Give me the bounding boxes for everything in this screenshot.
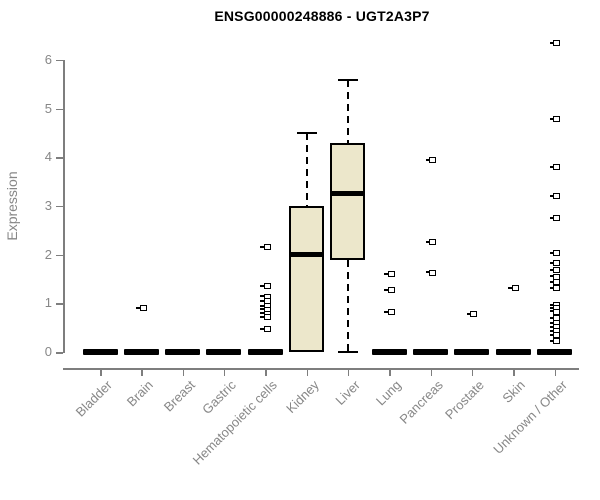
box-flat-7 bbox=[371, 349, 407, 355]
outlier-point bbox=[384, 287, 395, 294]
x-axis-line bbox=[63, 368, 579, 370]
y-tick-label: 1 bbox=[44, 295, 52, 311]
x-tick bbox=[554, 368, 557, 376]
y-tick bbox=[56, 303, 63, 305]
x-tick bbox=[265, 368, 267, 376]
outlier-point bbox=[136, 305, 147, 312]
chart-title: ENSG00000248886 - UGT2A3P7 bbox=[214, 8, 430, 24]
y-tick-label: 2 bbox=[44, 246, 52, 262]
y-tick bbox=[56, 157, 63, 159]
y-tick-label: 0 bbox=[44, 344, 52, 359]
outlier-point bbox=[549, 279, 561, 286]
box-flat-4 bbox=[247, 349, 283, 355]
outlier-point bbox=[260, 244, 271, 251]
box-flat-3 bbox=[206, 349, 242, 355]
y-tick-label: 6 bbox=[44, 51, 52, 67]
outlier-point bbox=[260, 314, 271, 321]
whisker-cap-lower bbox=[337, 351, 358, 353]
outlier-point bbox=[549, 164, 561, 171]
x-tick bbox=[513, 368, 515, 376]
y-tick bbox=[56, 254, 63, 257]
outlier-point bbox=[549, 337, 561, 344]
x-tick bbox=[347, 368, 350, 376]
outlier-point bbox=[549, 260, 561, 267]
x-tick bbox=[471, 368, 474, 376]
box-flat-8 bbox=[413, 349, 449, 355]
y-tick bbox=[56, 108, 63, 111]
whisker-upper bbox=[346, 80, 349, 143]
outlier-point bbox=[549, 285, 561, 292]
outlier-point bbox=[425, 156, 437, 163]
y-tick bbox=[56, 205, 63, 208]
box-flat-0 bbox=[82, 349, 118, 355]
y-axis-line bbox=[63, 60, 65, 353]
whisker-lower bbox=[346, 259, 349, 352]
whisker-cap-upper bbox=[337, 79, 358, 82]
y-axis-title: Expression bbox=[4, 171, 20, 241]
outlier-point bbox=[425, 269, 437, 276]
x-tick bbox=[100, 368, 102, 376]
outlier-point bbox=[260, 326, 271, 333]
outlier-point bbox=[425, 239, 437, 246]
y-tick bbox=[56, 59, 63, 62]
y-tick-label: 3 bbox=[44, 197, 52, 213]
outlier-point bbox=[549, 39, 561, 46]
outlier-point bbox=[549, 273, 561, 280]
x-tick bbox=[141, 368, 143, 376]
box-flat-9 bbox=[454, 349, 490, 355]
x-tick bbox=[306, 368, 309, 376]
x-tick bbox=[223, 368, 226, 376]
box-flat-10 bbox=[495, 349, 531, 355]
y-tick bbox=[56, 352, 63, 354]
outlier-point bbox=[384, 309, 395, 316]
outlier-point bbox=[549, 193, 561, 200]
outlier-point bbox=[549, 267, 561, 274]
x-tick bbox=[182, 368, 185, 376]
box-5 bbox=[289, 205, 325, 352]
whisker-upper bbox=[305, 132, 308, 206]
y-tick-label: 5 bbox=[44, 100, 52, 116]
outlier-point bbox=[549, 215, 561, 222]
outlier-point bbox=[549, 308, 561, 315]
outlier-point bbox=[260, 283, 271, 290]
box-flat-1 bbox=[123, 349, 159, 355]
median-line bbox=[289, 252, 325, 258]
outlier-point bbox=[466, 311, 478, 318]
outlier-point bbox=[549, 331, 561, 338]
y-tick-label: 4 bbox=[44, 149, 52, 165]
outlier-point bbox=[549, 250, 561, 257]
box-6 bbox=[330, 142, 366, 260]
box-flat-11 bbox=[537, 349, 573, 355]
box-flat-2 bbox=[165, 349, 201, 355]
outlier-point bbox=[384, 271, 395, 278]
whisker-cap-upper bbox=[296, 131, 317, 134]
x-tick bbox=[389, 368, 391, 376]
outlier-point bbox=[549, 116, 561, 123]
median-line bbox=[330, 191, 366, 197]
x-tick bbox=[430, 368, 433, 376]
outlier-point bbox=[508, 285, 519, 292]
